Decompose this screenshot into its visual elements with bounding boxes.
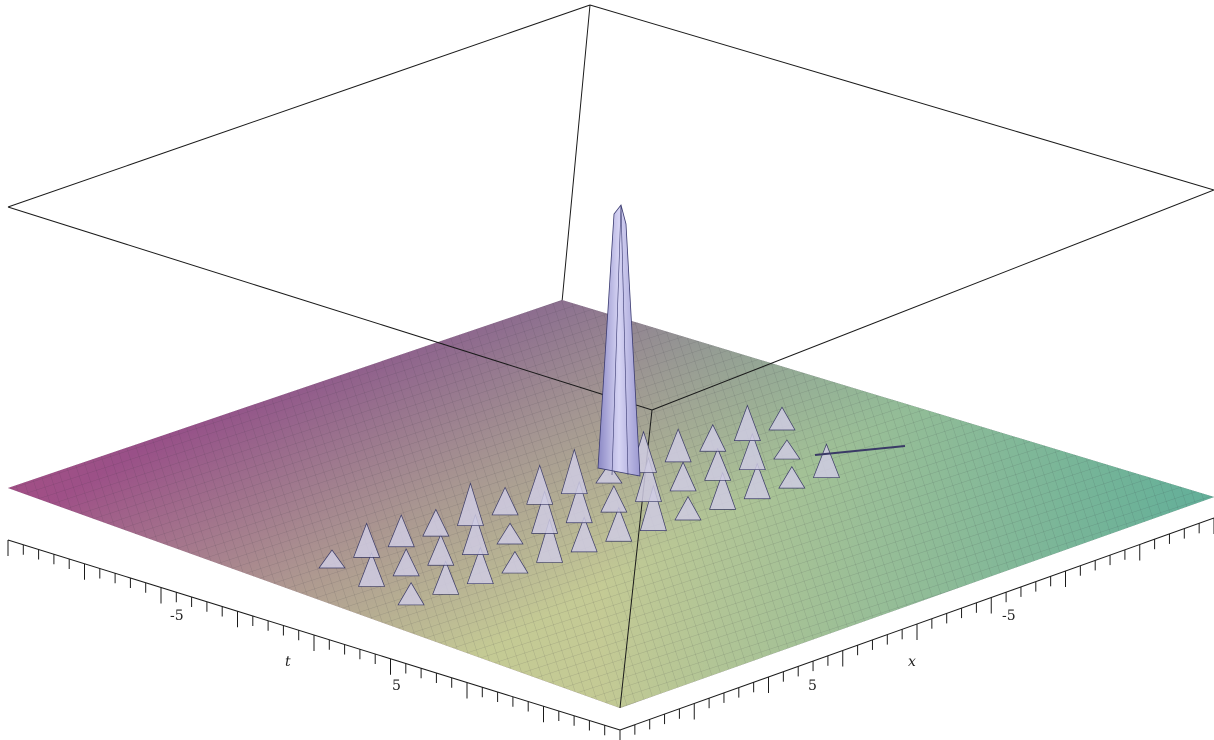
ripple-peak	[427, 533, 455, 566]
ripple-peak	[531, 490, 559, 534]
ripple-peak	[634, 456, 662, 502]
ripple-peak	[496, 522, 524, 545]
ripple-peak	[639, 484, 667, 531]
ripple-peak	[773, 439, 801, 460]
ripple-peak	[778, 466, 806, 489]
ripple-peak	[318, 549, 346, 569]
ripple-peak	[397, 582, 425, 606]
ripple-peak	[699, 423, 727, 452]
ripple-peak	[605, 506, 633, 542]
ripple-peak	[709, 471, 737, 510]
t-axis-tick-labels: -5 5	[170, 608, 401, 694]
ripple-peak	[358, 551, 386, 587]
ripple-peak	[536, 518, 564, 563]
ripple-peak	[392, 548, 420, 577]
box-back-edges	[7, 4, 1214, 303]
ripple-trail	[814, 445, 906, 456]
ripple-peak	[461, 513, 489, 555]
ripple-peak	[456, 482, 484, 526]
x-axis-tick-labels: -5 5	[808, 608, 1016, 694]
ripple-peak	[501, 550, 529, 574]
ripple-peak	[664, 428, 692, 463]
ripple-peak	[560, 448, 588, 495]
ripple-peak	[387, 514, 415, 548]
ripple-peak	[733, 404, 761, 441]
ripple-peak	[704, 447, 732, 481]
main-peak	[597, 204, 641, 477]
ripple-peak	[432, 560, 460, 595]
ripple-peak	[491, 486, 519, 516]
t-axis-ticks	[7, 540, 621, 740]
x-tick-label-neg5: -5	[1002, 608, 1016, 624]
ripple-peak	[565, 480, 593, 524]
x-axis-ticks	[619, 518, 1214, 740]
ripple-peak	[674, 495, 702, 521]
ripple-peak	[526, 464, 554, 505]
ripple-peak	[422, 508, 450, 537]
ripple-peak	[595, 463, 623, 484]
t-tick-label-5: 5	[392, 678, 401, 694]
ripple-peak	[570, 516, 598, 553]
x-tick-label-5: 5	[808, 678, 817, 694]
ripple-peak	[669, 461, 697, 492]
t-tick-label-neg5: -5	[170, 608, 184, 624]
ripple-peak	[812, 443, 840, 478]
ripple-peak	[738, 432, 766, 471]
ripple-peak	[600, 485, 628, 513]
ripple-peak	[466, 546, 494, 585]
t-axis-label: t	[285, 654, 291, 670]
x-axis-label: x	[908, 654, 916, 670]
ripple-peak	[743, 462, 771, 500]
ripple-peak	[768, 406, 796, 431]
ripple-band	[318, 404, 906, 606]
ripple-peak	[353, 522, 381, 558]
